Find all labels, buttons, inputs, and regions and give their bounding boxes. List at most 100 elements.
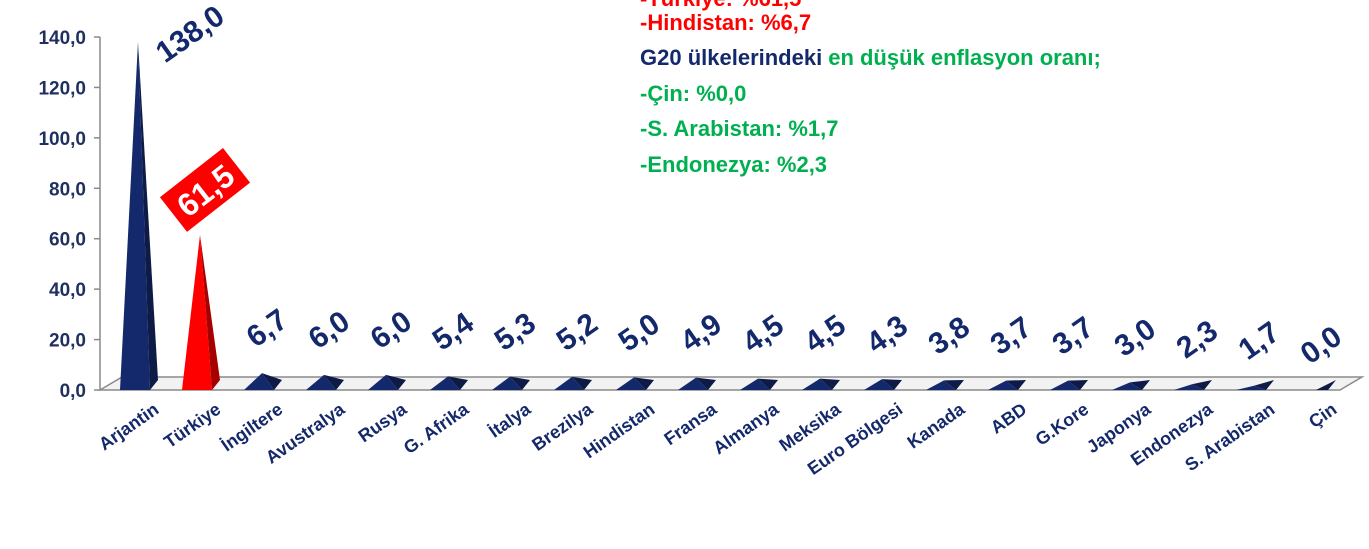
bar-front	[492, 376, 522, 390]
bar-side	[1254, 380, 1274, 390]
value-label: 5,2	[551, 307, 604, 358]
annotation-part: en düşük enflasyon oranı;	[828, 45, 1101, 70]
bar	[1236, 380, 1274, 390]
bar-front	[926, 380, 956, 390]
y-tick-label: 100,0	[38, 129, 86, 150]
bar-front	[616, 377, 646, 390]
value-label: 2,3	[1171, 314, 1224, 365]
bar-side	[138, 42, 158, 391]
y-tick-label: 40,0	[49, 280, 86, 301]
y-tick-label: 20,0	[49, 331, 86, 352]
bar	[864, 379, 902, 390]
annotation: -Endonezya: %2,3	[640, 152, 827, 177]
bar	[1174, 380, 1212, 390]
value-label: 6,7	[241, 303, 294, 354]
bar-side	[448, 376, 468, 390]
bar	[368, 374, 406, 390]
floor	[97, 376, 1365, 391]
bar-front	[864, 379, 894, 390]
annotation: -Türkiye: %61,5	[640, 0, 801, 11]
bar	[182, 234, 220, 390]
x-tick-label: G. Afrika	[400, 398, 473, 458]
x-tick-label: Türkiye	[160, 399, 224, 452]
bar	[244, 373, 282, 390]
bar-front	[182, 234, 212, 390]
annotation: -S. Arabistan: %1,7	[640, 116, 838, 141]
bar-side	[510, 376, 530, 390]
bar	[1316, 380, 1336, 390]
x-tick-label: Arjantin	[95, 399, 162, 454]
bar	[926, 380, 964, 390]
bar-side	[944, 380, 964, 390]
value-label: 4,3	[861, 309, 914, 360]
bar-side	[820, 378, 840, 390]
value-label: 3,0	[1109, 312, 1162, 363]
bar-side	[1130, 380, 1150, 390]
bar	[1050, 380, 1088, 390]
bar-front	[1174, 384, 1204, 390]
bar-side	[696, 377, 716, 390]
bar-front	[306, 374, 336, 390]
bar-front	[120, 42, 150, 391]
value-label: 6,0	[365, 305, 418, 356]
annotation-part: -Endonezya: %2,3	[640, 152, 827, 177]
annotation-part: G20 ülkelerindeki	[640, 45, 822, 70]
annotation: G20 ülkelerindeki en düşük enflasyon oran…	[640, 45, 1101, 70]
annotation-part: -Hindistan: %6,7	[640, 10, 811, 35]
value-label: 3,7	[985, 311, 1038, 362]
bar	[616, 377, 654, 390]
bar	[430, 376, 468, 390]
x-tick-label: ABD	[987, 399, 1030, 438]
bar	[988, 380, 1026, 390]
annotation: -Hindistan: %6,7	[640, 10, 811, 35]
bar-front	[802, 378, 832, 390]
bar-front	[430, 376, 460, 390]
bar-side	[324, 374, 344, 390]
bar-side	[262, 373, 282, 390]
label-box	[159, 147, 251, 232]
bar-front	[1050, 380, 1080, 390]
value-label: 5,3	[489, 307, 542, 358]
bar	[554, 376, 592, 390]
bar-front	[740, 378, 770, 390]
value-label: 138,0	[150, 0, 230, 69]
bar-side	[386, 374, 406, 390]
x-tick-label: İtalya	[485, 398, 535, 441]
bar-front	[988, 380, 1018, 390]
x-tick-label: Almanya	[709, 398, 783, 458]
y-tick-label: 120,0	[38, 78, 86, 99]
value-label: 5,4	[427, 306, 480, 357]
value-label: 4,9	[675, 308, 728, 359]
bar	[802, 378, 840, 390]
bar	[1112, 380, 1150, 390]
y-tick-label: 60,0	[49, 230, 86, 251]
bar-side	[572, 376, 592, 390]
bar-front	[244, 373, 274, 390]
value-label: 6,0	[303, 305, 356, 356]
value-label: 4,5	[737, 309, 790, 360]
value-label: 1,7	[1233, 316, 1286, 367]
value-label-box: 61,5	[159, 147, 251, 232]
x-tick-label: Kanada	[904, 398, 970, 452]
bar-front	[1236, 385, 1266, 390]
bar-side	[882, 379, 902, 390]
bar-side	[1006, 380, 1026, 390]
bar-side	[1068, 380, 1088, 390]
bar-side	[1192, 380, 1212, 390]
bar-front	[1112, 382, 1142, 390]
bar-front	[368, 374, 398, 390]
bar-side	[1316, 380, 1336, 390]
y-tick-label: 80,0	[49, 179, 86, 200]
bar-side	[758, 378, 778, 390]
bar	[740, 378, 778, 390]
bar	[678, 377, 716, 390]
value-label: 5,0	[613, 307, 666, 358]
x-tick-label: Çin	[1305, 399, 1340, 432]
annotation-part: -S. Arabistan: %1,7	[640, 116, 838, 141]
bar	[306, 374, 344, 390]
bar-side	[634, 377, 654, 390]
annotation-part: -Türkiye: %61,5	[640, 0, 801, 11]
bar-front	[554, 376, 584, 390]
y-tick-label: 0,0	[60, 381, 86, 402]
